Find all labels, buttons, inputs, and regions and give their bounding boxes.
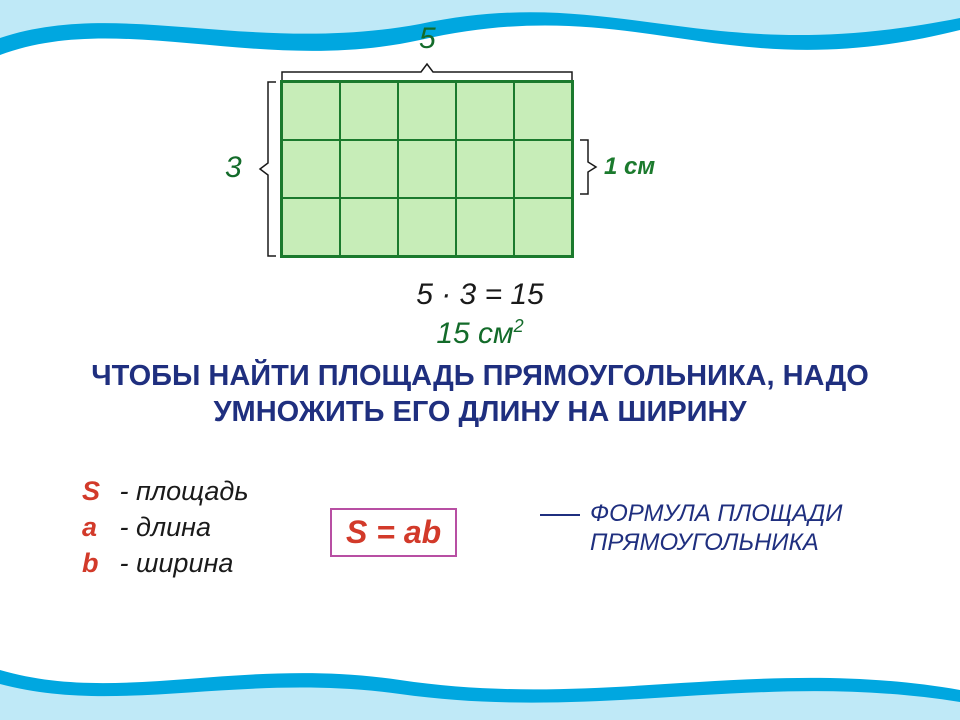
grid-height-label: 3 bbox=[225, 151, 242, 185]
grid-cell bbox=[282, 198, 340, 256]
area-rule-text: ЧТОБЫ НАЙТИ ПЛОЩАДЬ ПРЯМОУГОЛЬНИКА, НАДО… bbox=[0, 358, 960, 431]
legend-length: a - длина bbox=[82, 512, 211, 543]
legend-length-text: - длина bbox=[120, 512, 212, 542]
equation-result-exponent: 2 bbox=[514, 316, 524, 336]
formula-caption: ФОРМУЛА ПЛОЩАДИ ПРЯМОУГОЛЬНИКА bbox=[590, 500, 900, 558]
legend-width: b - ширина bbox=[82, 548, 233, 579]
grid-cell bbox=[340, 198, 398, 256]
legend-width-text: - ширина bbox=[120, 548, 234, 578]
grid-cell bbox=[456, 82, 514, 140]
grid-cell bbox=[398, 140, 456, 198]
grid-cell bbox=[398, 198, 456, 256]
bracket-unit bbox=[578, 138, 598, 196]
grid-cell bbox=[514, 140, 572, 198]
wave-bottom-decoration bbox=[0, 650, 960, 720]
legend-width-symbol: b bbox=[82, 548, 112, 579]
grid-cell bbox=[340, 82, 398, 140]
grid-cell bbox=[282, 140, 340, 198]
rectangle-grid bbox=[280, 80, 574, 258]
equation-result-value: 15 см bbox=[436, 317, 513, 350]
grid-cell bbox=[514, 198, 572, 256]
grid-cell bbox=[398, 82, 456, 140]
legend-length-symbol: a bbox=[82, 512, 112, 543]
legend-area-text: - площадь bbox=[120, 476, 249, 506]
equation-result: 15 см2 bbox=[0, 316, 960, 351]
bracket-top bbox=[280, 62, 574, 82]
grid-cell bbox=[514, 82, 572, 140]
grid-width-label: 5 bbox=[419, 22, 436, 56]
grid-cell bbox=[340, 140, 398, 198]
grid-cell bbox=[456, 140, 514, 198]
unit-label-text: 1 см bbox=[604, 153, 655, 180]
legend-area: S - площадь bbox=[82, 476, 249, 507]
grid-cell bbox=[456, 198, 514, 256]
unit-label: 1 см bbox=[604, 153, 655, 181]
formula-box: S = ab bbox=[330, 508, 457, 557]
bracket-left bbox=[258, 80, 278, 258]
grid-cell bbox=[282, 82, 340, 140]
formula-connector-line bbox=[540, 514, 580, 516]
legend-area-symbol: S bbox=[82, 476, 112, 507]
formula-text: S = ab bbox=[346, 514, 441, 550]
equation-multiplication: 5 · 3 = 15 bbox=[0, 278, 960, 312]
